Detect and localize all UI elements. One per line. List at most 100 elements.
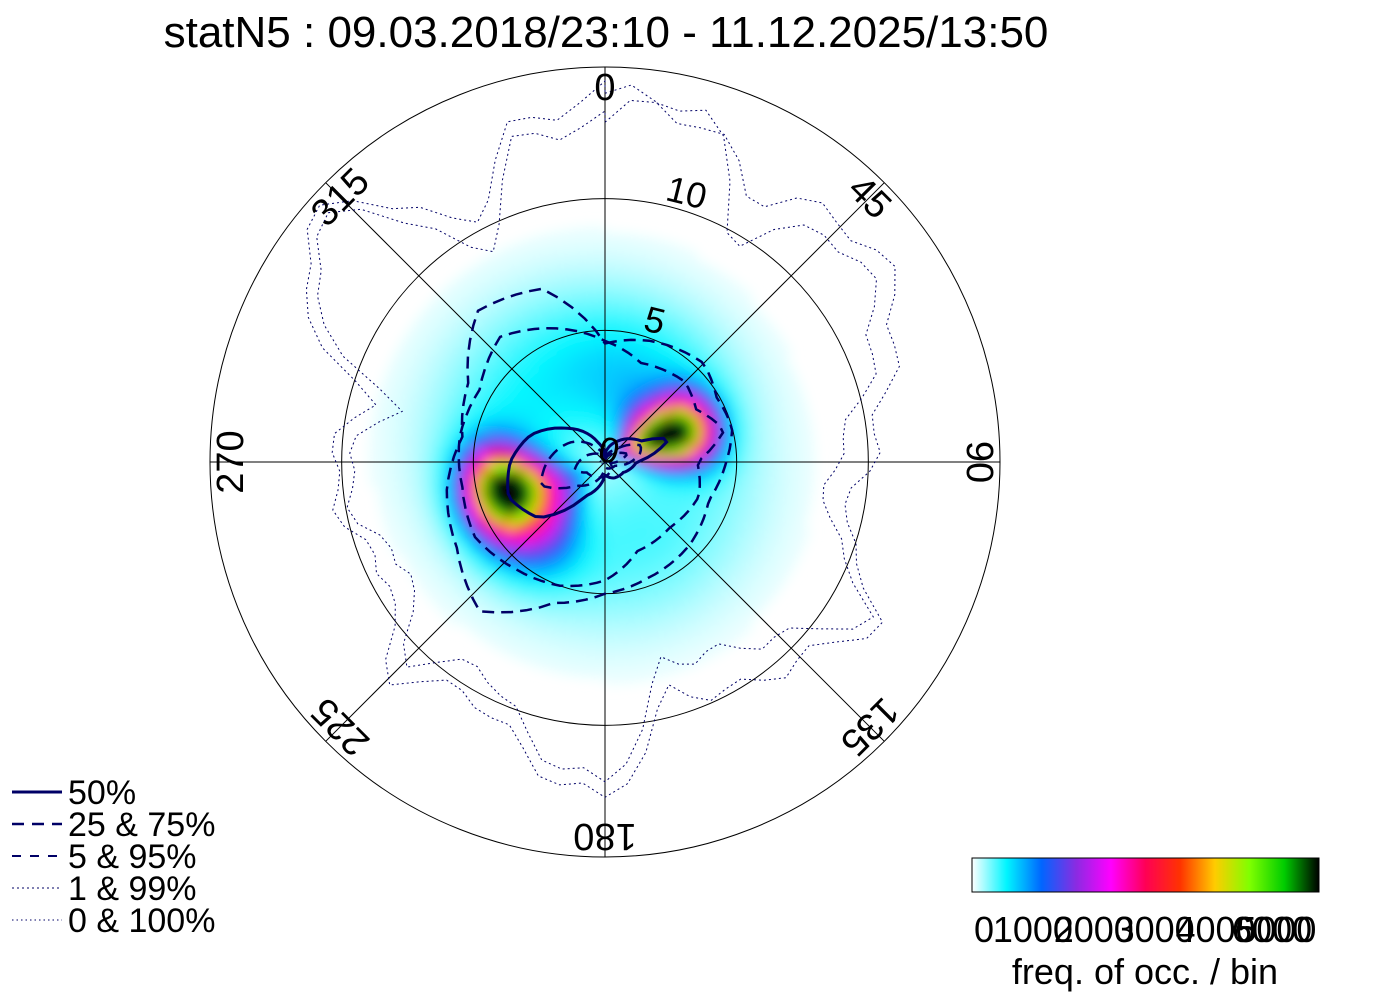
heatmap-cell: [602, 462, 605, 469]
heatmap-cell: [410, 523, 425, 545]
heatmap-cell: [600, 415, 605, 423]
heatmap-cell: [717, 603, 738, 622]
heatmap-cell: [595, 473, 600, 480]
ring-label-10: 10: [662, 168, 711, 217]
heatmap-cell: [594, 465, 601, 471]
heatmap-cell: [761, 389, 775, 410]
heatmap-cell: [761, 496, 773, 515]
heatmap-cell: [398, 527, 413, 551]
heatmap-cell: [511, 421, 521, 434]
heatmap-cell: [703, 621, 725, 639]
heatmap-cell: [532, 292, 553, 306]
heatmap-cell: [674, 573, 691, 588]
heatmap-cell: [478, 392, 491, 409]
heatmap-cell: [700, 616, 722, 633]
heatmap-cell: [535, 359, 549, 372]
heatmap-cell: [626, 507, 635, 517]
heatmap-cell: [588, 304, 605, 312]
heatmap-cell: [462, 365, 478, 383]
heatmap-cell: [650, 353, 665, 366]
heatmap-cell: [542, 564, 557, 577]
heatmap-cell: [503, 378, 517, 393]
heatmap-cell: [689, 490, 699, 503]
heatmap-cell: [530, 371, 544, 384]
heatmap-cell: [607, 429, 612, 437]
heatmap-cell: [642, 485, 651, 493]
heatmap-cell: [631, 478, 640, 486]
heatmap-cell: [412, 356, 429, 379]
heatmap-cell: [646, 649, 669, 662]
heatmap-cell: [572, 555, 585, 565]
heatmap-cell: [605, 566, 617, 574]
heatmap-cell: [551, 576, 567, 588]
heatmap-cell: [585, 462, 592, 465]
heatmap-cell: [751, 325, 771, 346]
heatmap-cell: [678, 355, 694, 369]
heatmap-cell: [613, 416, 620, 425]
heatmap-cell: [593, 350, 605, 358]
heatmap-cell: [689, 421, 699, 434]
heatmap-cell: [560, 408, 571, 418]
heatmap-cell: [520, 415, 531, 428]
heatmap-cell: [690, 396, 702, 410]
heatmap-cell: [520, 496, 531, 509]
heatmap-cell: [698, 429, 708, 442]
heatmap-cell: [618, 391, 628, 400]
heatmap-cell: [463, 490, 474, 507]
heatmap-cell: [621, 488, 629, 497]
heatmap-cell: [546, 637, 567, 649]
heatmap-cell: [534, 475, 543, 485]
heatmap-cell: [418, 542, 434, 564]
heatmap-cell: [512, 350, 528, 365]
heatmap-cell: [641, 443, 649, 450]
heatmap-cell: [516, 355, 532, 369]
heatmap-cell: [484, 512, 497, 528]
heatmap-cell: [600, 468, 604, 475]
heatmap-cell: [559, 470, 568, 477]
percentile-contours: [305, 80, 900, 798]
heatmap-cell: [578, 486, 586, 494]
heatmap-cell: [674, 610, 694, 625]
heatmap-cell: [696, 406, 708, 420]
heatmap-cell: [605, 494, 610, 502]
heatmap-cell: [643, 637, 664, 649]
heatmap-cell: [601, 429, 605, 436]
heatmap-cell: [496, 302, 517, 319]
heatmap-cell: [587, 468, 595, 474]
heatmap-cell: [578, 440, 586, 447]
heatmap-cell: [485, 527, 499, 544]
heatmap-cell: [674, 550, 689, 564]
heatmap-cell: [493, 450, 501, 462]
heatmap-cell: [569, 496, 578, 505]
heatmap-cell: [570, 534, 581, 544]
heatmap-cell: [494, 579, 513, 596]
heatmap-cell: [701, 440, 710, 452]
heatmap-cell: [527, 437, 537, 447]
heatmap-cell: [586, 512, 594, 520]
heatmap-cell: [516, 330, 533, 345]
heatmap-cell: [546, 588, 563, 600]
heatmap-cell: [605, 323, 620, 332]
heatmap-cell: [605, 284, 624, 292]
heatmap-cell: [732, 541, 748, 559]
heatmap-cell: [583, 411, 591, 420]
heatmap-cell: [644, 493, 653, 502]
heatmap-cell: [808, 462, 816, 484]
heatmap-cell: [619, 504, 627, 513]
heatmap-cell: [605, 363, 616, 371]
heatmap-cell: [516, 255, 540, 270]
heatmap-cell: [742, 570, 760, 590]
heatmap-cell: [688, 269, 711, 286]
heatmap-cell: [605, 376, 614, 384]
heatmap-cell: [479, 500, 491, 516]
heatmap-cell: [587, 619, 605, 627]
heatmap-cell: [617, 464, 625, 469]
heatmap-cell: [558, 520, 569, 531]
heatmap-cell: [588, 505, 596, 514]
heatmap-cell: [485, 621, 507, 639]
heatmap-cell: [768, 444, 777, 462]
heatmap-cell: [558, 536, 571, 547]
heatmap-cell: [766, 479, 776, 498]
heatmap-cell: [552, 547, 565, 559]
heatmap-cell: [558, 239, 583, 250]
